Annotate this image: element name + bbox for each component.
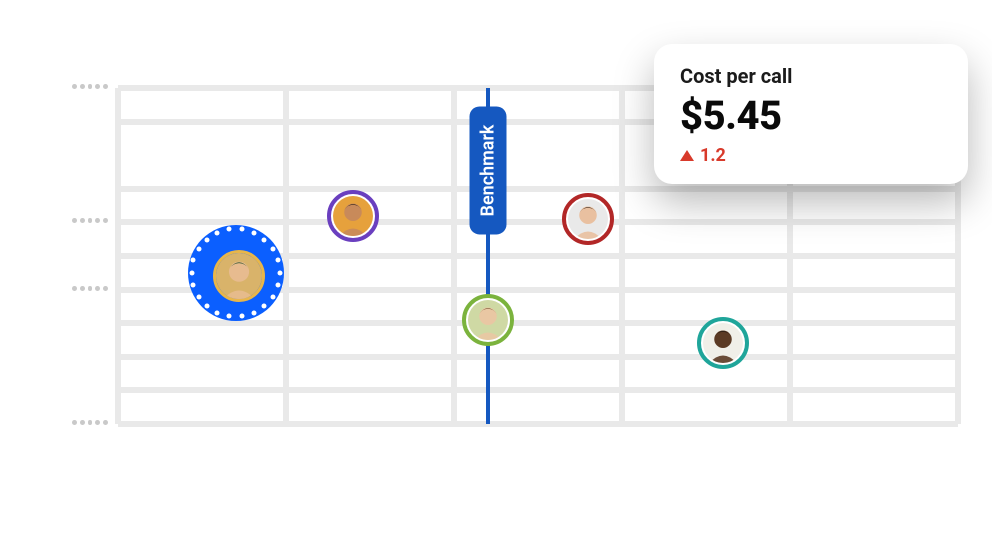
hgrid-line xyxy=(118,186,958,192)
ytick-marker xyxy=(72,286,108,294)
hgrid-line xyxy=(118,354,958,360)
point-2[interactable] xyxy=(327,190,379,242)
vgrid-line xyxy=(619,88,625,424)
avatar xyxy=(333,196,373,236)
vgrid-line xyxy=(115,88,121,424)
kpi-title: Cost per call xyxy=(680,64,942,88)
kpi-card: Cost per call $5.45 1.2 xyxy=(654,44,968,184)
point-3[interactable] xyxy=(462,294,514,346)
hgrid-line xyxy=(118,421,958,427)
ytick-marker xyxy=(72,218,108,226)
hgrid-line xyxy=(118,320,958,326)
avatar xyxy=(703,323,743,363)
kpi-delta-value: 1.2 xyxy=(700,145,726,166)
point-1[interactable] xyxy=(188,225,284,321)
hgrid-line xyxy=(118,219,958,225)
kpi-delta: 1.2 xyxy=(680,145,942,166)
point-4[interactable] xyxy=(562,193,614,245)
point-5[interactable] xyxy=(697,317,749,369)
avatar xyxy=(568,199,608,239)
vgrid-line xyxy=(283,88,289,424)
chart-container: Benchmark Cost per call $5.45 1.2 xyxy=(0,0,992,556)
avatar xyxy=(468,300,508,340)
benchmark-label: Benchmark xyxy=(469,107,506,235)
kpi-value: $5.45 xyxy=(680,92,942,139)
delta-up-icon xyxy=(680,150,694,161)
vgrid-line xyxy=(451,88,457,424)
ytick-marker xyxy=(72,420,108,428)
hgrid-line xyxy=(118,387,958,393)
ytick-marker xyxy=(72,84,108,92)
avatar xyxy=(213,250,265,302)
